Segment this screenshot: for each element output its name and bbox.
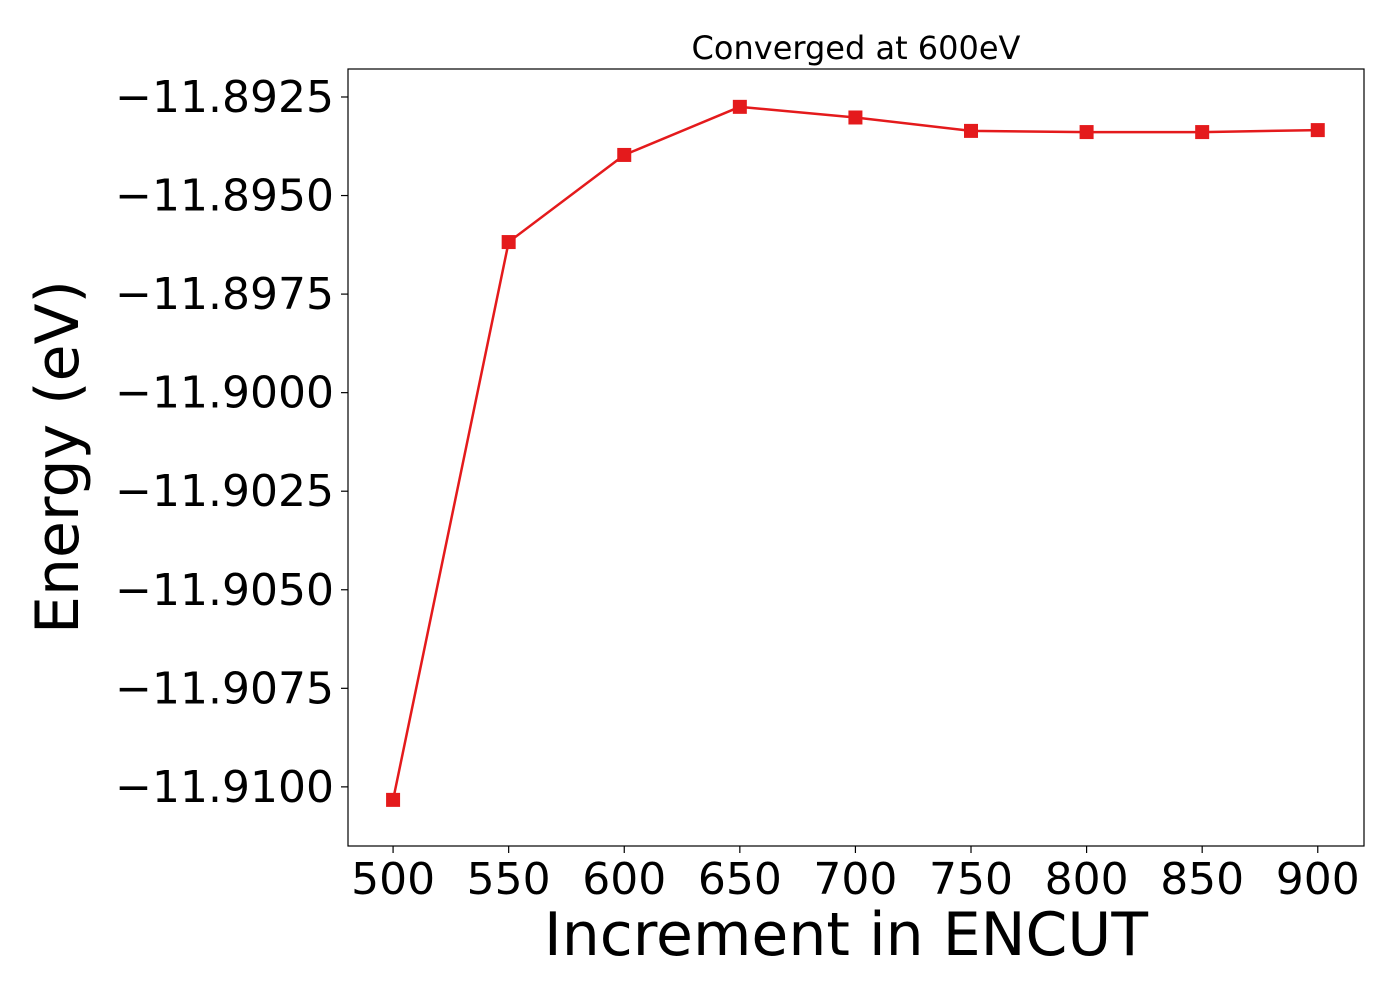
series-line xyxy=(391,105,1318,801)
x-tick-label: 650 xyxy=(698,854,782,905)
data-point xyxy=(964,123,979,138)
chart-title: Converged at 600eV xyxy=(692,29,1021,67)
data-point xyxy=(1195,125,1210,140)
x-tick-label: 850 xyxy=(1160,854,1244,905)
x-tick-label: 600 xyxy=(582,854,666,905)
y-tick-label: −11.9100 xyxy=(115,762,334,813)
plot-frame xyxy=(347,68,1365,847)
y-tick-label: −11.9025 xyxy=(115,466,334,517)
x-tick-label: 750 xyxy=(929,854,1013,905)
y-tick-label: −11.9075 xyxy=(115,663,334,714)
x-tick-label: 500 xyxy=(351,854,435,905)
series-layer xyxy=(386,99,1325,807)
y-tick-label: −11.9000 xyxy=(115,368,334,419)
x-tick-label: 800 xyxy=(1045,854,1129,905)
data-point xyxy=(501,235,516,250)
data-point xyxy=(732,99,747,114)
y-tick-label: −11.8975 xyxy=(115,269,334,320)
x-axis-label: Increment in ENCUT xyxy=(544,900,1148,970)
y-tick-label: −11.8925 xyxy=(115,72,334,123)
y-axis-label: Energy (eV) xyxy=(23,280,93,634)
x-tick-label: 700 xyxy=(813,854,897,905)
y-tick-label: −11.8950 xyxy=(115,171,334,222)
data-point xyxy=(617,147,632,162)
y-tick-label: −11.9050 xyxy=(115,565,334,616)
ticks-layer: 500 550 600 650 700 750 800 850 900 −11.8925 −11.8… xyxy=(115,72,1360,905)
data-point xyxy=(848,110,863,125)
data-point xyxy=(386,792,401,807)
x-tick-label: 900 xyxy=(1276,854,1360,905)
x-tick-label: 550 xyxy=(467,854,551,905)
data-point xyxy=(1079,125,1094,140)
data-point xyxy=(1310,123,1325,138)
